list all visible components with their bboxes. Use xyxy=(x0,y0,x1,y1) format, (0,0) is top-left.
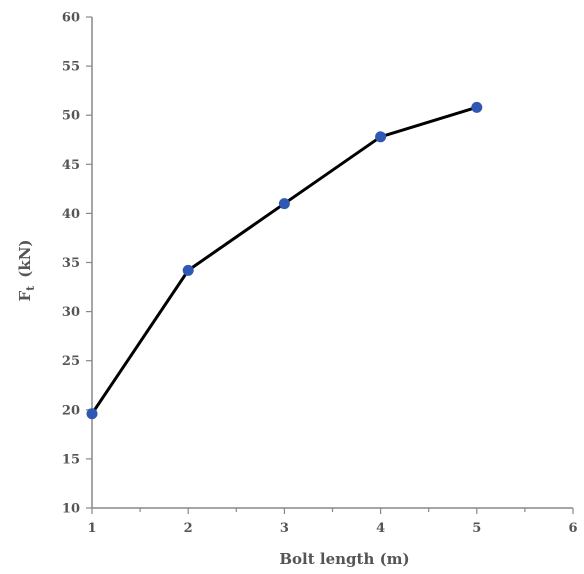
series-line xyxy=(90,105,478,415)
data-point xyxy=(471,101,483,113)
y-tick-label: 10 xyxy=(62,502,80,517)
data-point xyxy=(375,131,387,143)
x-ticks: 1 2 3 4 5 6 xyxy=(87,508,578,536)
y-axis-title: Ft (kN) xyxy=(16,239,37,301)
x-tick-label: 5 xyxy=(472,521,481,536)
y-tick-label: 15 xyxy=(62,452,80,467)
y-tick-label: 20 xyxy=(62,403,80,418)
y-axis-title-main: F xyxy=(16,291,34,302)
y-ticks: 10 15 20 25 30 35 40 45 50 55 60 xyxy=(62,11,92,517)
y-tick-label: 55 xyxy=(62,60,80,75)
y-tick-label: 40 xyxy=(62,207,80,222)
x-axis-title: Bolt length (m) xyxy=(279,550,409,568)
x-tick-label: 3 xyxy=(280,521,289,536)
y-tick-label: 30 xyxy=(62,305,80,320)
y-tick-label: 45 xyxy=(62,158,80,173)
x-tick-label: 1 xyxy=(87,521,96,536)
data-point xyxy=(278,198,290,210)
x-tick-label: 4 xyxy=(376,521,385,536)
x-tick-label: 6 xyxy=(568,521,577,536)
data-point xyxy=(182,264,194,276)
data-point xyxy=(86,408,98,420)
y-axis-title-subscript: t xyxy=(24,285,37,291)
y-tick-label: 35 xyxy=(62,256,80,271)
y-tick-label: 50 xyxy=(62,109,80,124)
axes xyxy=(91,17,573,509)
y-tick-label: 60 xyxy=(62,11,80,26)
y-axis-title-unit: (kN) xyxy=(16,239,34,277)
series-layer xyxy=(86,101,483,420)
x-tick-label: 2 xyxy=(184,521,193,536)
y-tick-label: 25 xyxy=(62,354,80,369)
